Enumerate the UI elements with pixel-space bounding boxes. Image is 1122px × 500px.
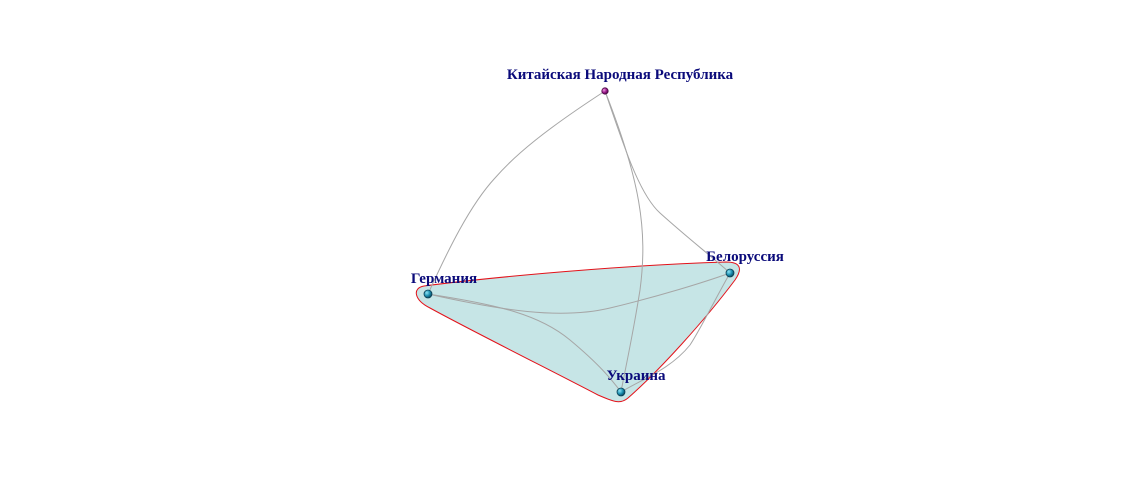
edge-china-ukraine: [604, 90, 644, 393]
node-label-china: Китайская Народная Республика: [507, 67, 734, 83]
node-sphere-magenta-icon[interactable]: [601, 87, 609, 95]
node-label-germany: Германия: [411, 271, 477, 287]
node-sphere-teal-icon[interactable]: [423, 289, 433, 299]
edge-china-belarus: [604, 90, 731, 274]
label-layer: Китайская Народная Республика Германия Б…: [411, 67, 784, 384]
edge-germany-ukraine: [427, 293, 622, 393]
node-sphere-teal-icon[interactable]: [725, 268, 735, 278]
edge-layer: [427, 90, 731, 393]
node-layer: [423, 87, 735, 397]
edge-germany-belarus: [427, 272, 731, 314]
edge-china-germany: [427, 90, 606, 295]
node-label-belarus: Белоруссия: [706, 249, 784, 265]
node-label-ukraine: Украина: [606, 368, 666, 384]
node-sphere-teal-icon[interactable]: [616, 387, 626, 397]
edge-belarus-ukraine: [620, 272, 731, 393]
cluster-hull: [415, 261, 740, 403]
